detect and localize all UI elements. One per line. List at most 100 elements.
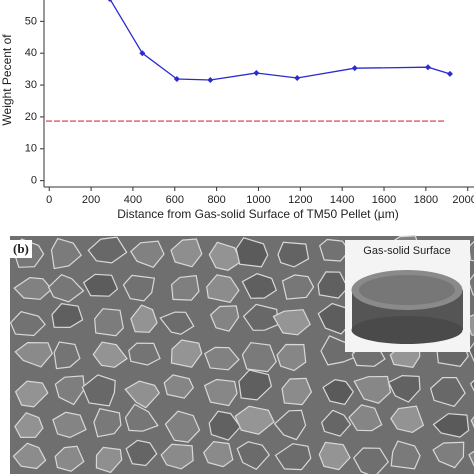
sem-grain [352,447,390,474]
y-tick-label: 10 [25,143,37,155]
sem-grain [94,308,124,337]
sem-grain [322,378,355,406]
sem-grain [272,309,311,336]
inset: Gas-solid Surface [345,240,470,352]
panel-label-bg [10,240,32,258]
sem-grain [14,412,44,439]
sem-grain [432,441,465,469]
sem-grain [432,413,470,438]
sem-grain [92,341,128,368]
x-tick-label: 1000 [246,194,270,206]
sem-grain [238,369,273,401]
sem-grain [14,380,49,408]
sem-grain [321,409,352,437]
sem-grain [234,405,275,435]
sem-grain [242,303,279,331]
y-tick-label: 50 [25,15,37,27]
sem-grain [54,375,86,406]
sem-grain [274,443,312,471]
sem-grain [353,375,392,404]
sem-grain [281,274,315,300]
sem-grain [52,411,87,439]
sem-grain [163,374,195,399]
sem-grain [12,442,47,470]
sem-grain [206,274,240,303]
x-axis-label: Distance from Gas-solid Surface of TM50 … [117,207,398,221]
sem-grain [14,341,53,368]
sem-grain [170,238,203,268]
sem-grain [13,276,53,300]
sem-grain [281,377,313,406]
data-point [207,76,214,83]
data-line [109,0,451,81]
y-tick-label: 30 [25,79,37,91]
sem-grain [87,236,128,264]
sem-grain [130,240,165,269]
sem-grain [50,237,82,270]
panel-label: (b) [13,241,29,256]
sem-grain [390,440,421,470]
sem-grain [241,342,277,373]
sem-grain [95,446,123,474]
sem-grain [122,274,156,302]
data-point [424,64,431,71]
sem-grain [348,404,383,432]
data-point [107,0,112,3]
sem-grain [160,443,194,470]
sem-grain [124,403,159,432]
sem-grain [470,415,474,429]
sem-grain [204,346,240,371]
sem-grain [273,409,307,441]
sem-grain [277,241,310,268]
sem-grain [390,405,425,434]
sem-grain [202,440,234,468]
sem-grain [318,441,351,471]
pellet-surface [359,275,455,305]
data-point [139,50,146,57]
y-tick-label: 0 [31,175,37,187]
sem-grain [51,303,84,329]
y-tick-label: 40 [25,47,37,59]
sem-grain [125,439,158,467]
series [107,0,453,83]
data-point [294,75,301,82]
sem-grain [209,305,240,332]
x-tick-label: 400 [124,194,142,206]
sem-grain [236,441,271,471]
x-tick-label: 1200 [288,194,312,206]
x-tick-label: 200 [82,194,100,206]
sem-grain [170,339,203,368]
sem-grain [468,450,474,467]
data-point [253,69,260,76]
x-tick-label: 0 [46,194,52,206]
sem-grain [208,410,242,441]
sem-grain [81,374,116,407]
data-point [173,76,180,83]
sem-grain [208,241,242,271]
sem-grain [164,410,201,443]
sem-grain [82,273,119,297]
inset-label: Gas-solid Surface [363,245,450,257]
x-tick-label: 800 [207,194,225,206]
sem-grain [9,311,46,337]
sem-grain [54,445,85,472]
sem-grain [93,408,122,438]
sem-grain [429,377,466,407]
sem-grain [319,238,351,262]
sem-grain [317,271,349,299]
sem-grain [128,342,161,366]
sem-grain [241,273,278,299]
sem-grain [235,237,269,268]
data-point [446,70,453,77]
sem-image [9,235,474,474]
sem-grain [124,380,161,409]
data-point [351,65,358,72]
sem-grain [469,379,474,392]
x-tick-label: 1600 [372,194,396,206]
x-tick-label: 1800 [414,194,438,206]
sem-grain [47,274,85,303]
x-tick-label: 20000 [452,194,474,206]
sem-grain [159,311,195,335]
x-tick-label: 1400 [330,194,354,206]
